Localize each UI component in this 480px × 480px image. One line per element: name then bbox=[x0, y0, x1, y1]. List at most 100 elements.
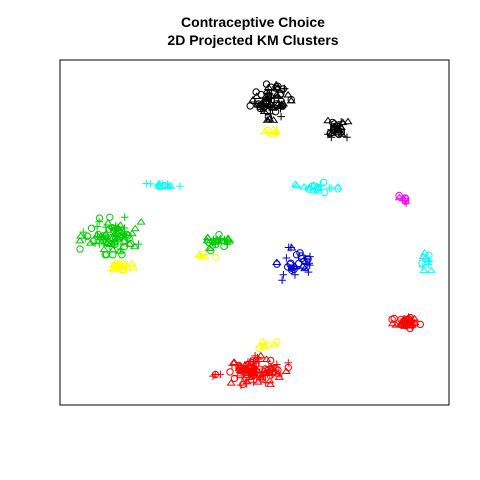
point-marker bbox=[106, 213, 114, 221]
point-marker bbox=[333, 128, 343, 136]
chart-title: Contraceptive Choice bbox=[181, 14, 325, 30]
point-marker bbox=[388, 315, 396, 323]
point-marker bbox=[176, 182, 184, 191]
point-marker bbox=[256, 104, 264, 113]
point-marker bbox=[110, 238, 119, 247]
point-marker bbox=[274, 373, 284, 380]
point-marker bbox=[99, 245, 109, 253]
point-marker bbox=[119, 232, 128, 240]
point-marker bbox=[260, 127, 270, 135]
point-marker bbox=[90, 237, 98, 245]
point-marker bbox=[120, 231, 128, 240]
point-marker bbox=[320, 188, 329, 197]
point-marker bbox=[106, 242, 114, 251]
point-marker bbox=[330, 123, 338, 131]
point-marker bbox=[298, 262, 308, 269]
point-marker bbox=[111, 230, 121, 238]
point-marker bbox=[266, 94, 275, 102]
point-marker bbox=[108, 224, 117, 232]
point-marker bbox=[279, 85, 287, 93]
point-marker bbox=[126, 239, 135, 248]
point-marker bbox=[255, 373, 265, 381]
point-marker bbox=[267, 130, 277, 137]
point-marker bbox=[75, 236, 85, 244]
point-marker bbox=[127, 259, 137, 267]
point-marker bbox=[242, 377, 252, 385]
point-marker bbox=[343, 117, 353, 125]
point-marker bbox=[241, 367, 249, 375]
point-marker bbox=[292, 181, 302, 189]
point-marker bbox=[333, 125, 343, 132]
point-marker bbox=[276, 100, 287, 108]
point-marker bbox=[267, 356, 275, 365]
point-marker bbox=[289, 262, 299, 269]
point-marker bbox=[419, 266, 429, 274]
point-marker bbox=[284, 243, 293, 252]
data-points bbox=[75, 80, 437, 389]
point-marker bbox=[128, 263, 139, 271]
point-marker bbox=[204, 238, 213, 247]
point-marker bbox=[103, 218, 113, 226]
point-marker bbox=[304, 268, 313, 276]
point-marker bbox=[123, 264, 133, 271]
point-marker bbox=[265, 380, 275, 387]
point-marker bbox=[343, 133, 351, 142]
point-marker bbox=[255, 341, 265, 349]
point-marker bbox=[308, 181, 318, 188]
point-marker bbox=[395, 191, 403, 200]
point-marker bbox=[203, 233, 213, 241]
point-marker bbox=[101, 223, 110, 231]
point-marker bbox=[111, 265, 122, 272]
point-marker bbox=[290, 265, 298, 273]
point-marker bbox=[396, 320, 406, 328]
point-marker bbox=[101, 251, 109, 259]
point-marker bbox=[283, 90, 293, 98]
point-marker bbox=[272, 258, 282, 265]
point-marker bbox=[406, 313, 414, 322]
point-marker bbox=[87, 224, 96, 233]
point-marker bbox=[401, 194, 409, 202]
point-marker bbox=[278, 276, 286, 285]
point-marker bbox=[197, 252, 207, 260]
point-marker bbox=[270, 88, 279, 97]
point-marker bbox=[108, 245, 118, 253]
point-marker bbox=[260, 340, 268, 349]
point-marker bbox=[418, 259, 426, 267]
point-marker bbox=[166, 182, 176, 189]
point-marker bbox=[262, 116, 273, 123]
point-marker bbox=[228, 361, 236, 370]
point-marker bbox=[419, 262, 427, 271]
point-marker bbox=[91, 239, 99, 247]
point-marker bbox=[391, 320, 401, 328]
point-marker bbox=[239, 380, 247, 389]
point-marker bbox=[248, 370, 256, 379]
point-marker bbox=[299, 182, 309, 190]
point-marker bbox=[311, 182, 319, 190]
point-marker bbox=[119, 260, 127, 268]
point-marker bbox=[261, 368, 271, 375]
point-marker bbox=[226, 379, 236, 386]
chart-subtitle: 2D Projected KM Clusters bbox=[167, 32, 338, 48]
point-marker bbox=[259, 105, 267, 113]
point-marker bbox=[272, 90, 282, 98]
point-marker bbox=[93, 222, 101, 231]
point-marker bbox=[113, 235, 123, 242]
point-marker bbox=[249, 378, 258, 387]
point-marker bbox=[101, 232, 110, 240]
point-marker bbox=[134, 240, 143, 248]
point-marker bbox=[399, 317, 410, 324]
point-marker bbox=[248, 95, 258, 103]
point-marker bbox=[250, 99, 259, 108]
point-marker bbox=[265, 362, 273, 371]
point-marker bbox=[418, 252, 428, 259]
point-marker bbox=[328, 118, 337, 127]
point-marker bbox=[226, 368, 234, 376]
point-marker bbox=[253, 378, 263, 385]
point-marker bbox=[268, 116, 279, 123]
point-marker bbox=[257, 101, 266, 109]
point-marker bbox=[228, 358, 239, 366]
point-marker bbox=[253, 353, 262, 362]
point-marker bbox=[99, 236, 107, 244]
point-marker bbox=[142, 179, 151, 188]
point-marker bbox=[405, 314, 414, 323]
